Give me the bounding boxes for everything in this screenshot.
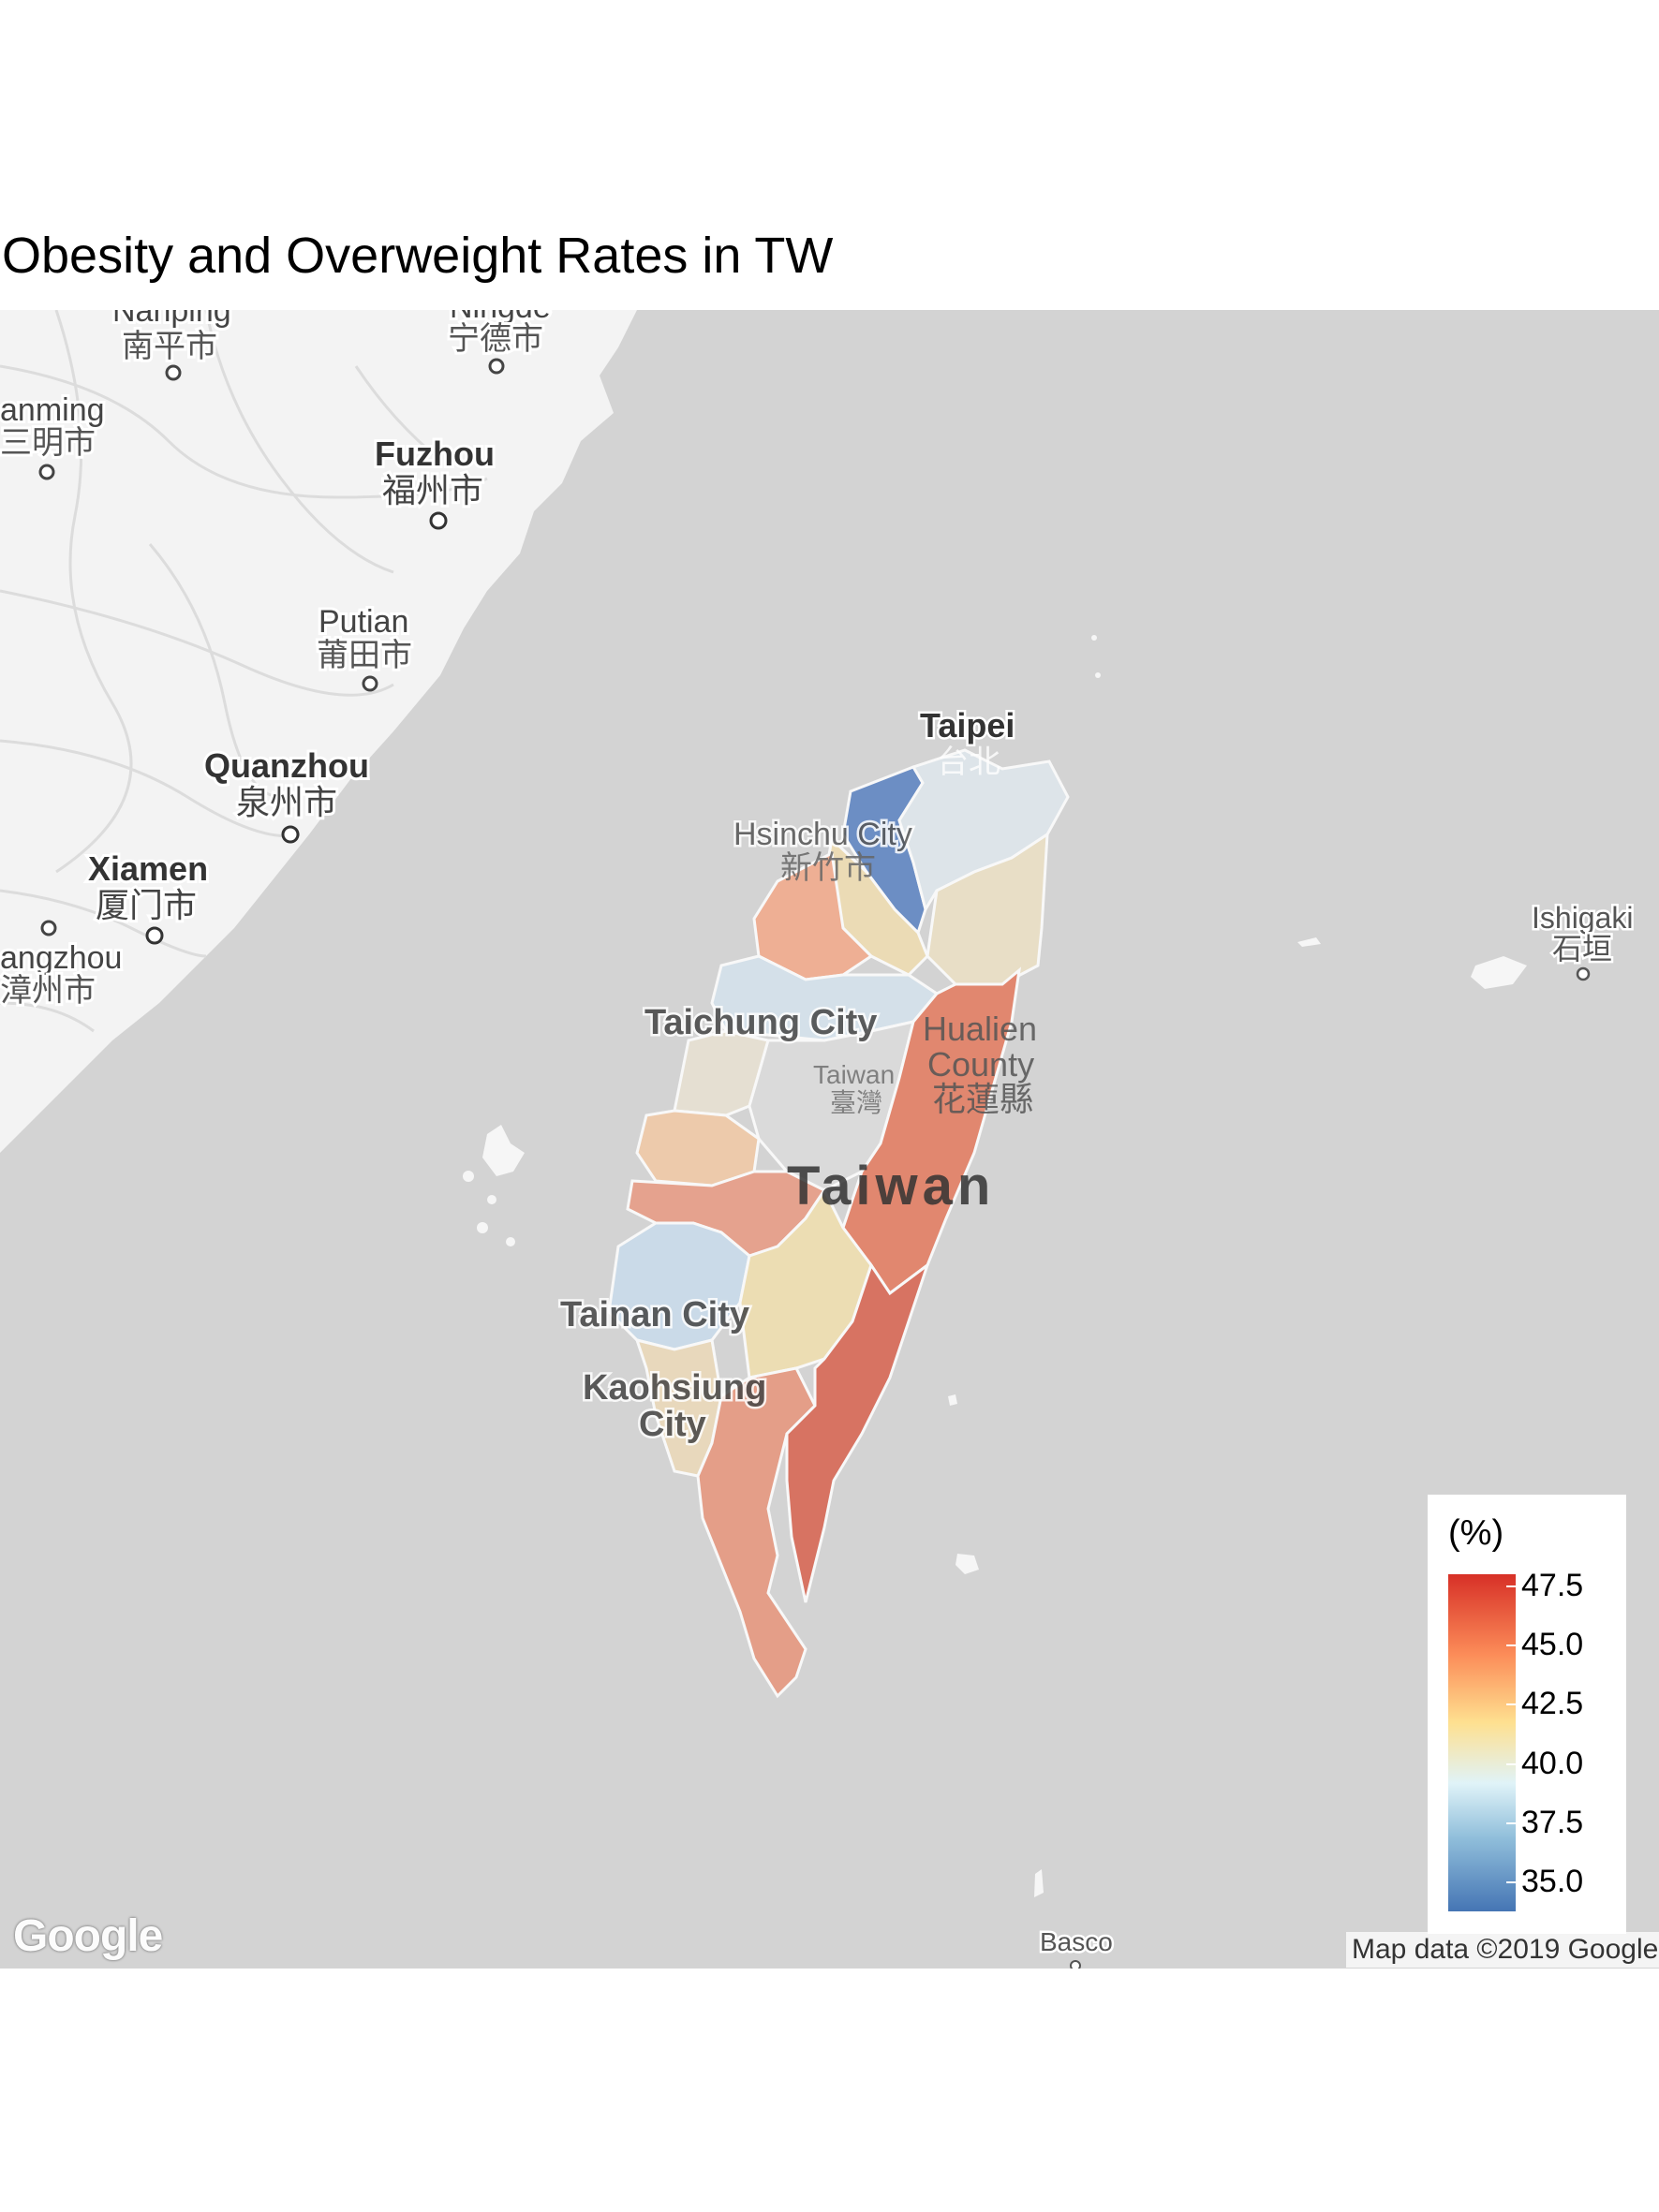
label-fuzhou: Fuzhou xyxy=(375,435,495,473)
label-zhangzhou-zh: 漳州市 xyxy=(0,973,96,1009)
legend-mark xyxy=(1506,1703,1516,1705)
dot-quanzhou xyxy=(281,825,300,844)
google-logo[interactable]: Google xyxy=(13,1911,163,1961)
label-kaohsiung-2: City xyxy=(639,1405,706,1444)
mainland-land xyxy=(0,310,637,1153)
label-taipei-zh: 台北 xyxy=(937,745,1000,780)
label-xiamen-zh: 厦门市 xyxy=(96,886,197,924)
label-ishigaki: Ishigaki xyxy=(1532,901,1634,935)
dot-putian xyxy=(362,675,378,692)
label-sanming: anming xyxy=(0,392,105,428)
label-basco: Basco xyxy=(1040,1927,1113,1956)
legend-colorbar xyxy=(1448,1574,1516,1911)
label-ningde: Ningde xyxy=(450,310,551,325)
legend-title: (%) xyxy=(1448,1513,1504,1553)
map-attribution[interactable]: Map data ©2019 Google xyxy=(1346,1932,1659,1968)
dot-zhangzhou xyxy=(40,920,57,936)
legend-mark xyxy=(1506,1881,1516,1883)
legend-mark xyxy=(1506,1822,1516,1824)
label-nanping: Nanping xyxy=(112,310,231,329)
color-legend: (%) 47.5 45.0 42.5 40.0 37.5 35.0 xyxy=(1428,1495,1626,1934)
dot-sanming xyxy=(38,464,55,480)
label-quanzhou-zh: 泉州市 xyxy=(236,783,337,821)
label-ningde-zh: 宁德市 xyxy=(448,321,543,357)
label-hsinchu: Hsinchu City xyxy=(733,817,912,852)
county-hualien[interactable] xyxy=(841,966,1022,1296)
label-ishigaki-zh: 石垣 xyxy=(1552,932,1612,966)
county-taitung[interactable] xyxy=(785,1261,930,1603)
dot-fuzhou xyxy=(429,511,448,530)
mainland-roads xyxy=(0,310,488,1033)
label-hsinchu-zh: 新竹市 xyxy=(780,850,876,886)
county-yilan[interactable] xyxy=(926,832,1049,986)
label-putian: Putian xyxy=(318,604,408,640)
label-quanzhou: Quanzhou xyxy=(204,746,369,785)
label-zhangzhou: angzhou xyxy=(0,940,122,976)
label-putian-zh: 莆田市 xyxy=(317,638,412,673)
legend-mark xyxy=(1506,1585,1516,1587)
dot-basco xyxy=(1070,1960,1081,1969)
legend-mark xyxy=(1506,1763,1516,1765)
label-taiwan-big: Taiwan xyxy=(787,1156,995,1217)
label-xiamen: Xiamen xyxy=(88,849,208,888)
label-fuzhou-zh: 福州市 xyxy=(382,471,483,509)
map-title: Obesity and Overweight Rates in TW xyxy=(2,228,834,284)
label-hualien-2: County xyxy=(927,1045,1034,1084)
label-nanping-zh: 南平市 xyxy=(122,329,217,364)
taiwan-counties xyxy=(607,748,1070,1699)
dot-xiamen xyxy=(145,926,164,945)
legend-tick-label: 35.0 xyxy=(1521,1864,1584,1899)
label-taichung: Taichung City xyxy=(644,1003,877,1042)
label-hualien-1: Hualien xyxy=(923,1010,1037,1048)
label-taiwan-small-zh: 臺灣 xyxy=(830,1088,882,1117)
dot-ishigaki xyxy=(1576,966,1591,981)
label-kaohsiung-1: Kaohsiung xyxy=(583,1368,766,1408)
legend-tick-label: 40.0 xyxy=(1521,1746,1584,1781)
map-frame[interactable]: Nanping 南平市 Ningde 宁德市 anming 三明市 Fuzhou… xyxy=(0,310,1659,1969)
legend-mark xyxy=(1506,1644,1516,1646)
legend-tick-label: 47.5 xyxy=(1521,1568,1584,1603)
label-hualien-zh: 花蓮縣 xyxy=(932,1080,1033,1118)
legend-tick-label: 42.5 xyxy=(1521,1686,1584,1721)
dot-nanping xyxy=(165,364,182,381)
label-taiwan-small: Taiwan xyxy=(813,1060,895,1089)
county-yunlin[interactable] xyxy=(635,1109,761,1187)
label-taipei: Taipei xyxy=(920,706,1015,745)
label-tainan: Tainan City xyxy=(560,1295,749,1335)
dot-ningde xyxy=(488,358,505,375)
basemap: Nanping 南平市 Ningde 宁德市 anming 三明市 Fuzhou… xyxy=(0,310,1636,1969)
label-sanming-zh: 三明市 xyxy=(0,425,96,461)
legend-tick-label: 37.5 xyxy=(1521,1805,1584,1840)
coastal-islands xyxy=(463,635,1527,1897)
legend-tick-label: 45.0 xyxy=(1521,1627,1584,1662)
